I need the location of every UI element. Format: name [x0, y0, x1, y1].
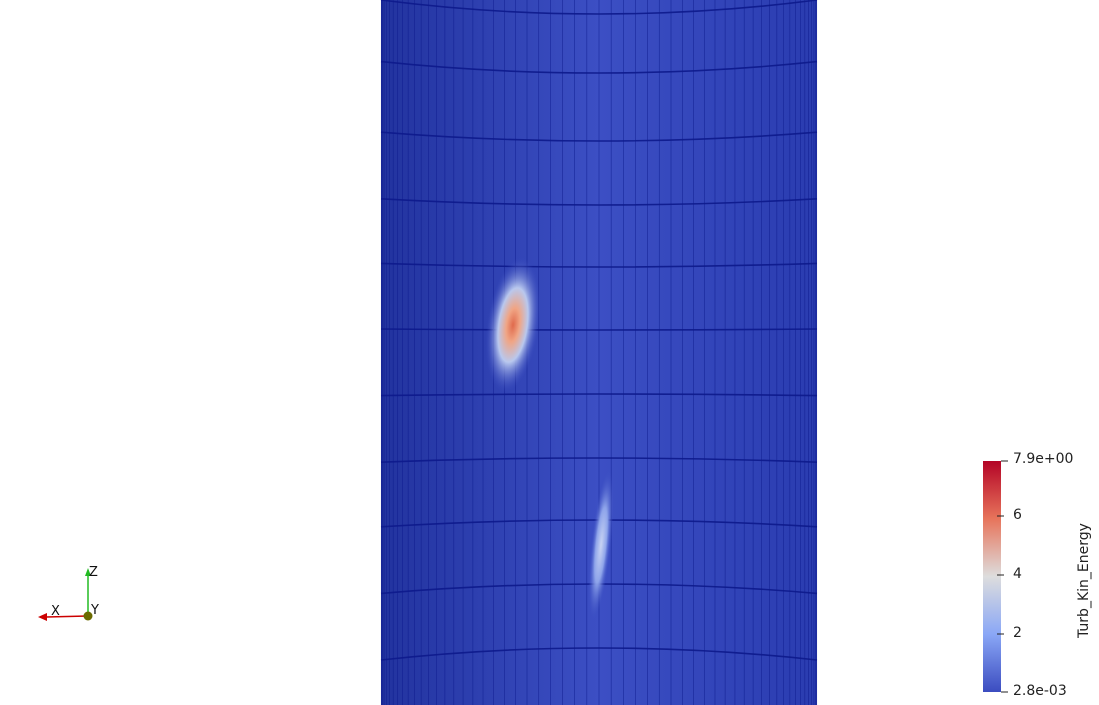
orientation-axes: [38, 568, 93, 621]
cylinder-surface[interactable]: [380, 0, 818, 705]
mesh-ring-edge: [380, 131, 818, 142]
mesh-ring-edges: [380, 0, 818, 661]
mesh-ring-edge: [380, 262, 818, 268]
tke-hotspot: [485, 257, 541, 393]
mesh-ring-edge: [380, 0, 818, 15]
z-axis-arrow: [85, 568, 91, 576]
scalar-bar-gradient: [983, 461, 1001, 692]
y-axis-label: Y: [91, 603, 99, 618]
x-axis-line: [45, 615, 89, 618]
scalar-bar-title: Turb_Kin_Energy: [1076, 523, 1092, 638]
mesh-ring-edge: [380, 647, 818, 661]
scalar-bar[interactable]: [983, 460, 1008, 693]
mesh-ring-edge: [380, 60, 818, 74]
scalar-min-label: 2.8e-03: [1013, 683, 1067, 699]
scalar-tick-4-label: 4: [1013, 566, 1022, 582]
z-axis-label: Z: [89, 565, 98, 580]
scalar-max-label: 7.9e+00: [1013, 451, 1074, 467]
mesh-ring-edge: [380, 457, 818, 463]
tke-streak: [588, 470, 614, 620]
y-axis-dot: [83, 611, 93, 621]
x-axis-arrow: [38, 613, 47, 621]
mesh-ring-edge: [380, 393, 818, 397]
scalar-tick-6-label: 6: [1013, 507, 1022, 523]
scalar-tick-2-label: 2: [1013, 625, 1022, 641]
x-axis-label: X: [51, 604, 60, 619]
mesh-ring-edge: [380, 198, 818, 206]
mesh-ring-edge: [380, 328, 818, 331]
